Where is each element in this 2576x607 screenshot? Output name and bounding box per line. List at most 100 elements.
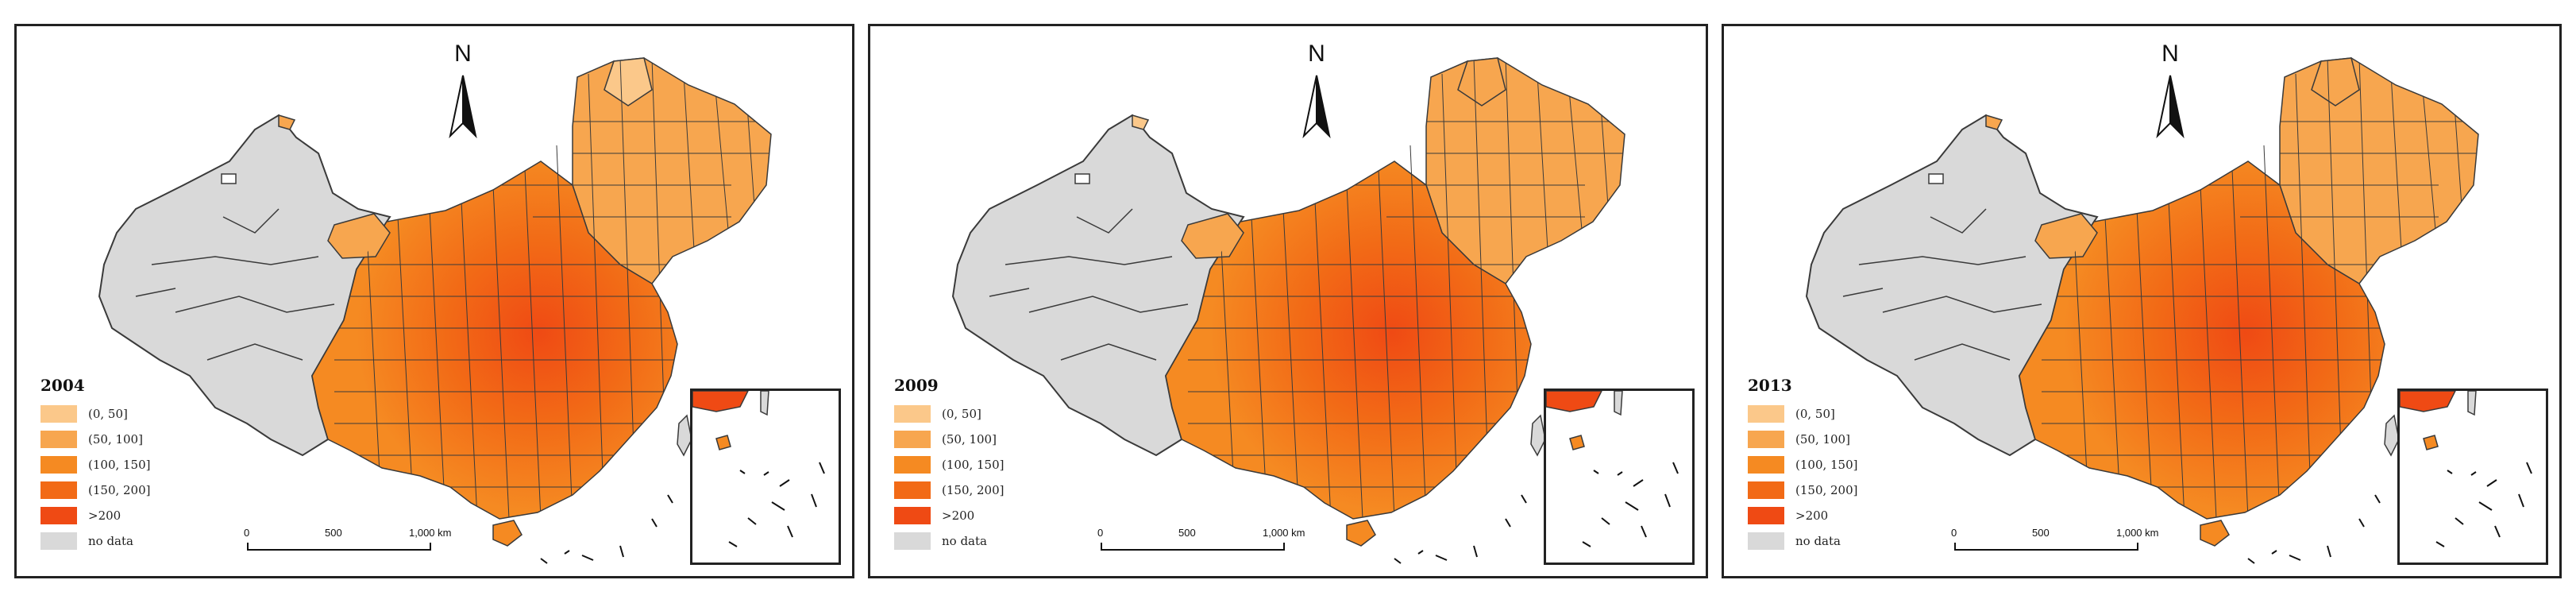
legend-label: (150, 200] — [1795, 483, 1858, 497]
legend-swatch — [1748, 456, 1784, 474]
north-arrow-label: N — [454, 41, 472, 67]
legend: 2004 (0, 50] (50, 100] (100, 150] (150, … — [40, 376, 151, 554]
scale-label: 1,000 km — [409, 527, 452, 539]
legend-label: (100, 150] — [1795, 458, 1858, 472]
legend-label: (100, 150] — [942, 458, 1005, 472]
north-arrow-label: N — [1308, 41, 1325, 67]
legend-label: >200 — [88, 508, 121, 523]
sea-islands — [540, 494, 673, 564]
legend-item: >200 — [1748, 503, 1858, 528]
sea-islands — [1394, 494, 1527, 564]
legend-label: (150, 200] — [942, 483, 1005, 497]
legend-label: (0, 50] — [1795, 407, 1835, 421]
legend-title: 2004 — [40, 376, 85, 395]
map-panel-2013: N 2013 (0, 50] (50, 100] (100, 150] (150… — [1722, 24, 2562, 578]
legend-swatch — [1748, 532, 1784, 550]
legend-title: 2009 — [894, 376, 939, 395]
legend-swatch — [1748, 481, 1784, 499]
legend-item: (0, 50] — [894, 401, 1005, 427]
scale-label: 1,000 km — [2116, 527, 2159, 539]
legend-item: >200 — [894, 503, 1005, 528]
legend-label: no data — [1795, 534, 1841, 548]
legend-item: (50, 100] — [894, 427, 1005, 452]
legend-swatch — [40, 532, 77, 550]
legend-item: (0, 50] — [40, 401, 151, 427]
legend-item: (150, 200] — [894, 477, 1005, 503]
legend-swatch — [1748, 405, 1784, 423]
scale-label: 0 — [244, 527, 250, 539]
legend-item: (50, 100] — [1748, 427, 1858, 452]
north-arrow: N — [1293, 41, 1340, 144]
hainan-island — [2200, 520, 2230, 547]
legend-swatch — [40, 431, 77, 448]
hainan-island — [1346, 520, 1376, 547]
north-arrow-icon — [2156, 75, 2185, 139]
scale-line — [247, 549, 431, 551]
south-china-sea-inset — [690, 389, 841, 565]
legend-swatch — [894, 431, 931, 448]
legend: 2009 (0, 50] (50, 100] (100, 150] (150, … — [894, 376, 1005, 554]
china-choropleth-map — [98, 57, 772, 564]
scale-bar: 0 500 1,000 km — [1093, 527, 1331, 566]
legend-label: no data — [942, 534, 987, 548]
legend: 2013 (0, 50] (50, 100] (100, 150] (150, … — [1748, 376, 1858, 554]
scale-bar: 0 500 1,000 km — [239, 527, 477, 566]
scale-tick — [430, 543, 431, 551]
legend-title: 2013 — [1748, 376, 1792, 395]
legend-item: (150, 200] — [40, 477, 151, 503]
legend-swatch — [40, 405, 77, 423]
legend-item: no data — [40, 528, 151, 554]
scale-label: 500 — [1178, 527, 1196, 539]
scale-line — [1101, 549, 1285, 551]
legend-swatch — [40, 456, 77, 474]
scale-tick — [1954, 543, 1956, 551]
north-arrow-icon — [449, 75, 477, 139]
north-arrow: N — [439, 41, 487, 144]
taiwan-island — [2384, 414, 2400, 457]
legend-swatch — [1748, 431, 1784, 448]
legend-label: (0, 50] — [942, 407, 981, 421]
scale-tick — [2137, 543, 2138, 551]
legend-label: (100, 150] — [88, 458, 151, 472]
legend-item: no data — [1748, 528, 1858, 554]
north-arrow-label: N — [2161, 41, 2179, 67]
legend-item: (100, 150] — [894, 452, 1005, 477]
legend-swatch — [40, 481, 77, 499]
prefecture-boundaries — [1188, 58, 1625, 519]
legend-label: (150, 200] — [88, 483, 151, 497]
scale-label: 500 — [2032, 527, 2050, 539]
inset-map — [2399, 390, 2532, 547]
legend-swatch — [40, 507, 77, 524]
legend-swatch — [1748, 507, 1784, 524]
legend-item: (0, 50] — [1748, 401, 1858, 427]
china-choropleth-map — [951, 57, 1625, 564]
taiwan-island — [677, 414, 692, 457]
legend-item: (50, 100] — [40, 427, 151, 452]
prefecture-boundaries — [2042, 58, 2478, 519]
legend-label: (50, 100] — [1795, 432, 1850, 447]
legend-swatch — [894, 507, 931, 524]
legend-item: (100, 150] — [1748, 452, 1858, 477]
north-arrow: N — [2146, 41, 2194, 144]
inset-map — [1545, 390, 1679, 547]
south-china-sea-inset — [2397, 389, 2548, 565]
legend-label: >200 — [942, 508, 975, 523]
legend-label: (0, 50] — [88, 407, 128, 421]
map-panel-2004: N 2004 (0, 50] (50, 100] (100, 150] (150… — [14, 24, 854, 578]
scale-tick — [1283, 543, 1285, 551]
scale-label: 0 — [1951, 527, 1957, 539]
legend-item: >200 — [40, 503, 151, 528]
legend-swatch — [894, 481, 931, 499]
taiwan-island — [1530, 414, 1546, 457]
scale-bar: 0 500 1,000 km — [1946, 527, 2185, 566]
scale-tick — [1101, 543, 1102, 551]
prefecture-boundaries — [334, 58, 771, 519]
scale-label: 0 — [1097, 527, 1104, 539]
legend-label: >200 — [1795, 508, 1829, 523]
sea-islands — [2247, 494, 2381, 564]
legend-item: (150, 200] — [1748, 477, 1858, 503]
legend-item: (100, 150] — [40, 452, 151, 477]
legend-swatch — [894, 532, 931, 550]
scale-label: 1,000 km — [1263, 527, 1305, 539]
china-choropleth-map — [1805, 57, 2479, 564]
